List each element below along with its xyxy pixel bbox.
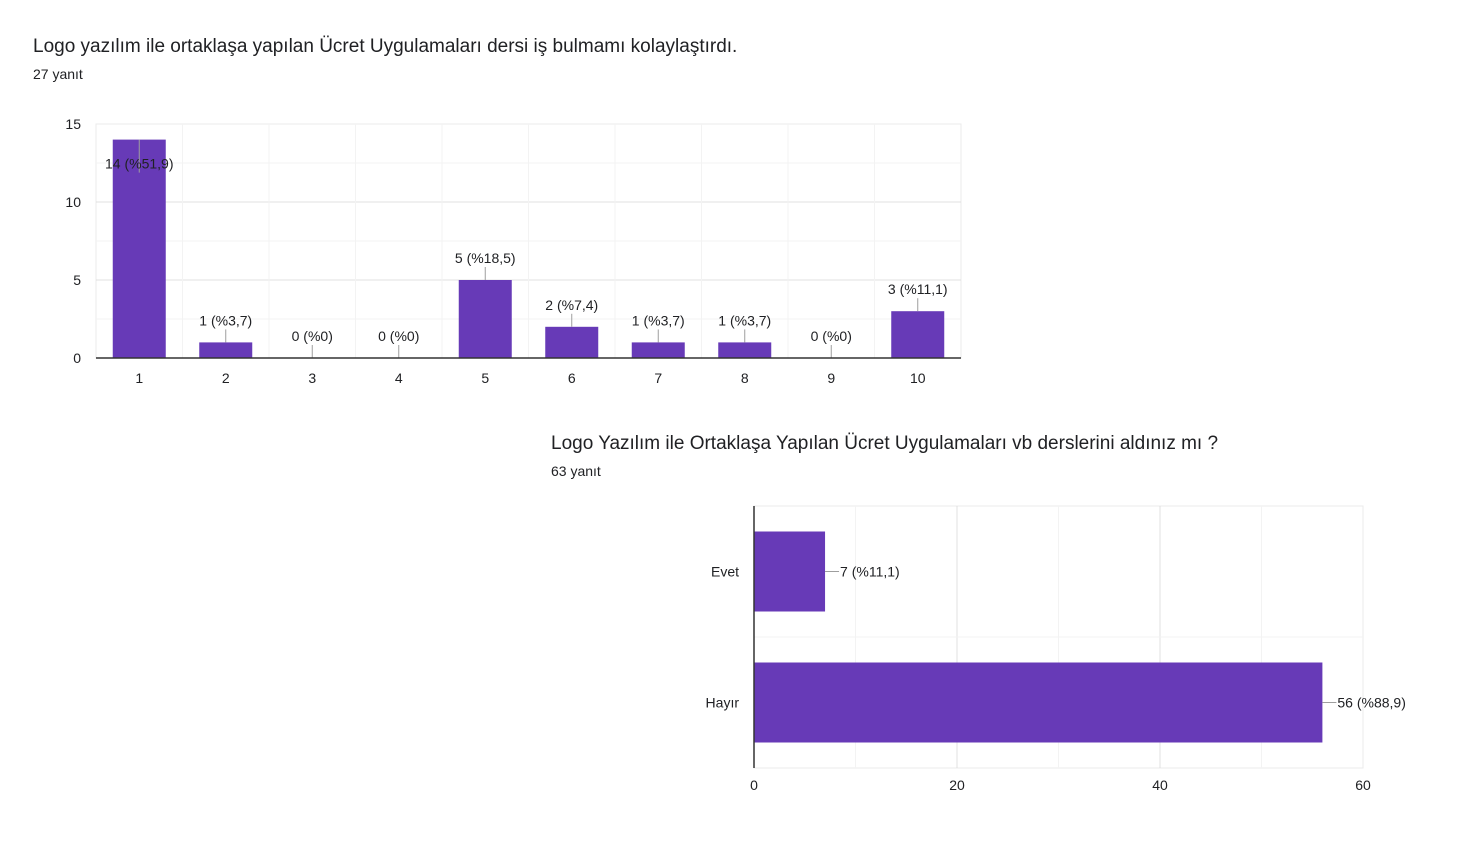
chart1-x-tick: 2 (222, 370, 230, 386)
chart1-x-tick: 7 (654, 370, 662, 386)
chart1-x-tick: 9 (827, 370, 835, 386)
chart1-y-tick: 0 (73, 350, 81, 366)
chart1-data-label: 3 (%11,1) (888, 281, 948, 297)
chart1-data-label: 14 (%51,9) (105, 156, 173, 172)
chart1-x-tick: 6 (568, 370, 576, 386)
chart2-y-category: Hayır (706, 695, 740, 711)
chart2-y-category: Evet (711, 564, 739, 580)
chart1-data-label: 1 (%3,7) (632, 312, 685, 328)
chart1-data-label: 1 (%3,7) (199, 312, 252, 328)
chart1-x-tick: 4 (395, 370, 403, 386)
chart2-bar (754, 662, 1323, 743)
chart1-data-label: 0 (%0) (811, 328, 852, 344)
chart1-y-tick: 5 (73, 272, 81, 288)
chart1-data-label: 5 (%18,5) (455, 250, 516, 266)
chart1-bar (718, 342, 772, 358)
chart1-bar (199, 342, 253, 358)
chart1-bar (112, 139, 166, 358)
chart1-bar (891, 311, 945, 358)
chart1-bar (458, 280, 512, 358)
chart1-y-tick: 15 (65, 116, 81, 132)
chart1-title: Logo yazılım ile ortaklaşa yapılan Ücret… (33, 36, 738, 57)
chart1-response-count: 27 yanıt (33, 66, 83, 82)
chart1-data-label: 2 (%7,4) (545, 297, 598, 313)
chart1-x-tick: 5 (481, 370, 489, 386)
chart1-data-label: 0 (%0) (292, 328, 333, 344)
chart1-x-tick: 10 (910, 370, 926, 386)
chart2-x-tick: 60 (1355, 777, 1371, 793)
chart2-x-tick: 0 (750, 777, 758, 793)
chart2-title: Logo Yazılım ile Ortaklaşa Yapılan Ücret… (551, 433, 1219, 454)
chart2-bar (754, 531, 826, 612)
chart1-x-tick: 1 (135, 370, 143, 386)
chart1-x-tick: 8 (741, 370, 749, 386)
chart2-data-label: 56 (%88,9) (1337, 695, 1405, 711)
chart2-data-label: 7 (%11,1) (840, 564, 900, 580)
chart1-data-label: 1 (%3,7) (718, 312, 771, 328)
chart1-bar (631, 342, 685, 358)
chart2-response-count: 63 yanıt (551, 463, 601, 479)
chart2-x-tick: 20 (949, 777, 965, 793)
chart2-x-tick: 40 (1152, 777, 1168, 793)
chart1-bar (545, 326, 599, 358)
chart1-x-tick: 3 (308, 370, 316, 386)
chart1-y-tick: 10 (65, 194, 81, 210)
chart1-data-label: 0 (%0) (378, 328, 419, 344)
